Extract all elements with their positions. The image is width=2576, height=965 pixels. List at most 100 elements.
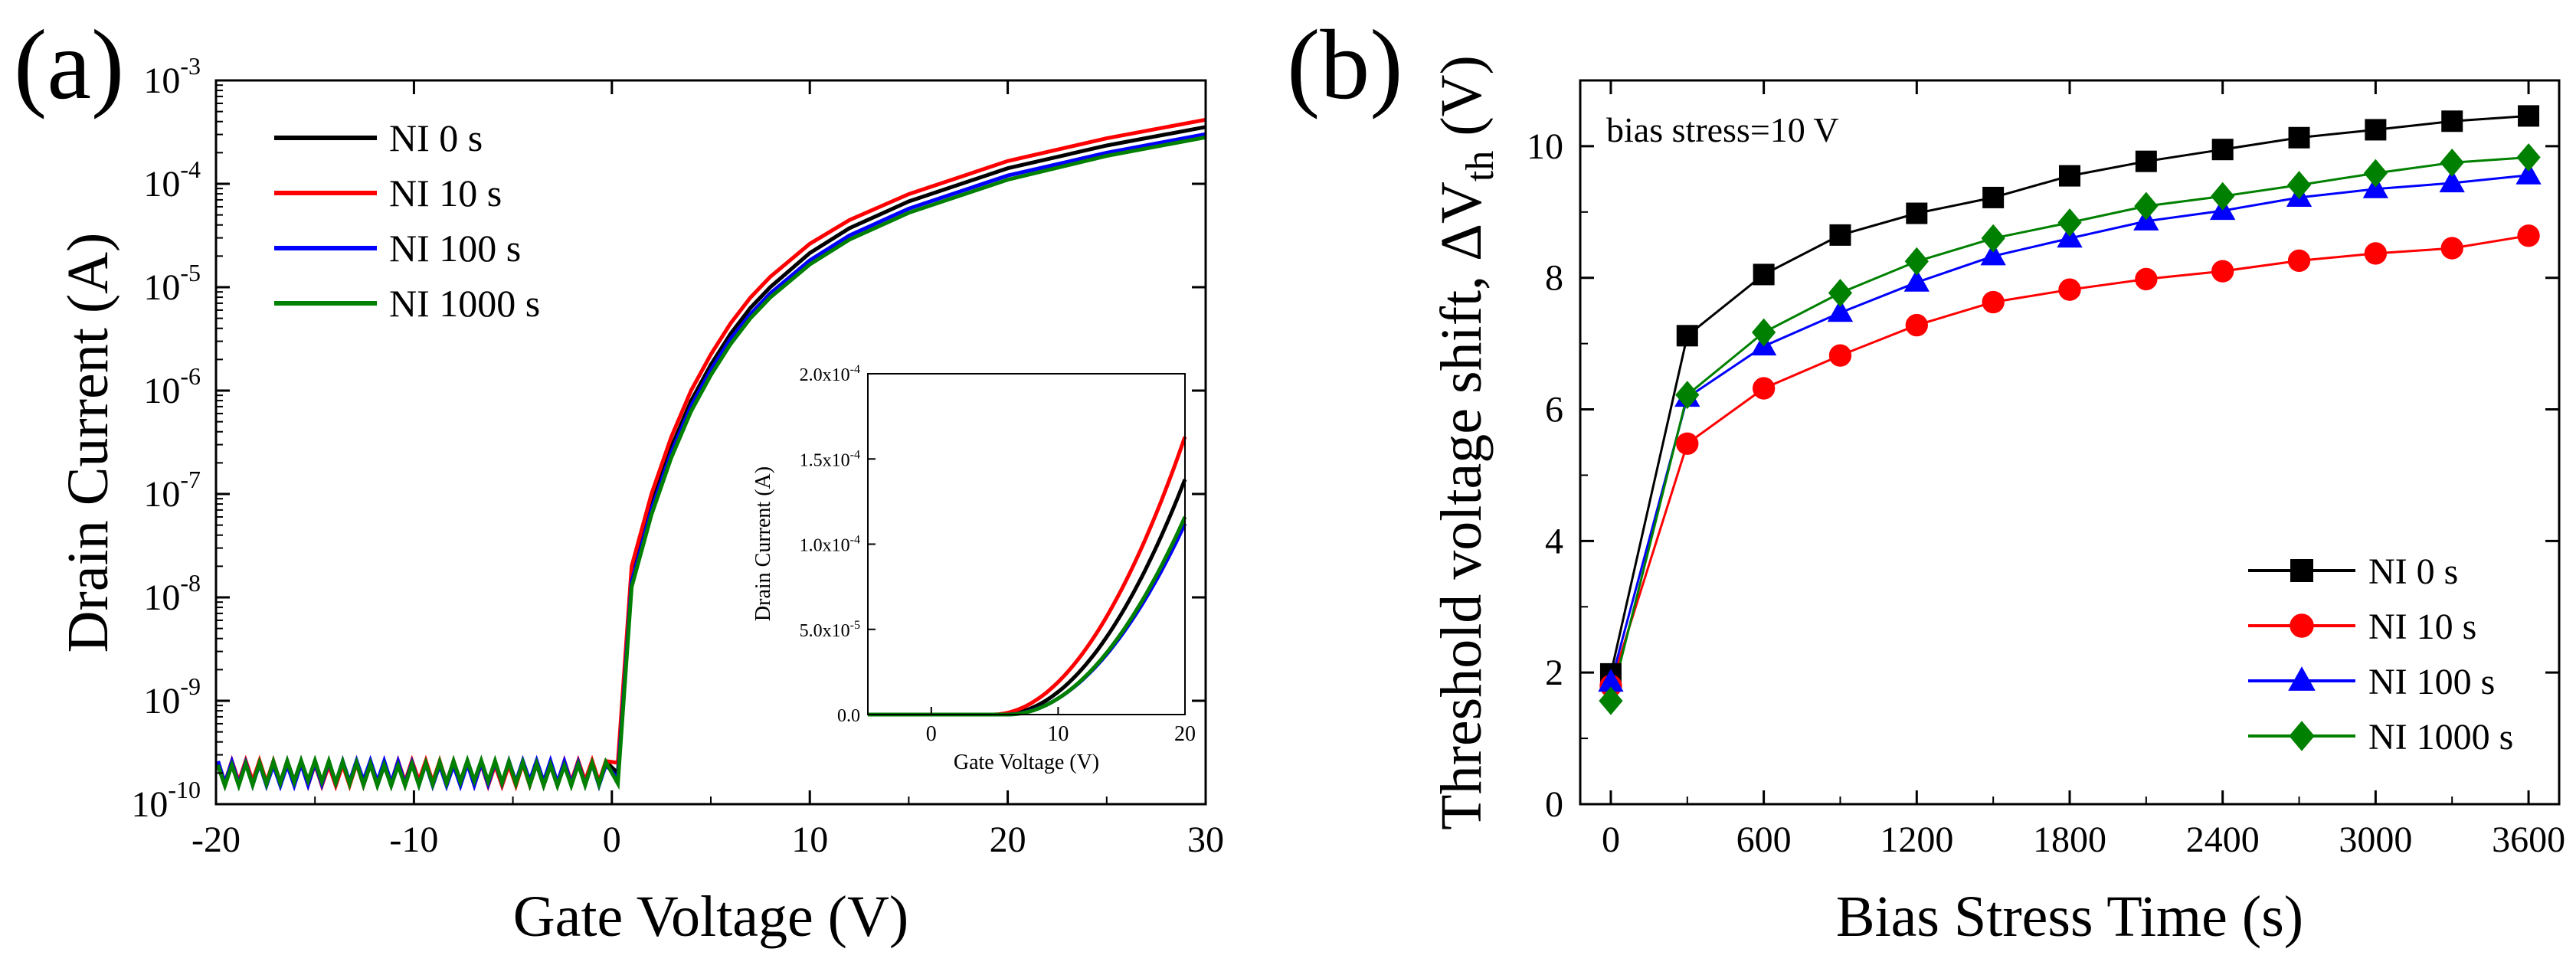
chart-a-ytick-exponent: -4	[180, 155, 201, 183]
chart-b-point	[2211, 260, 2234, 283]
chart-b-point	[2135, 267, 2158, 291]
chart-a-xtick-label: 30	[1187, 819, 1224, 860]
chart-b-ylabel: Threshold voltage shift, ΔVth (V)	[1429, 55, 1502, 830]
chart-a-ytick-exponent: -7	[180, 466, 201, 493]
chart-b-ylabel-main: Threshold voltage shift, ΔV	[1429, 182, 1494, 830]
inset-ytick-label: 0.0	[837, 706, 860, 726]
inset-ytick-label: 5.0x10-5	[800, 619, 860, 641]
chart-b-point	[1904, 247, 1929, 276]
chart-b-point	[2441, 110, 2463, 132]
chart-b-ytick-label: 8	[1545, 258, 1563, 299]
chart-b-point	[2211, 139, 2234, 161]
chart-b-point	[1827, 299, 1854, 322]
chart-a-ytick-base: 10	[143, 681, 180, 721]
panel-a-label: (a)	[14, 10, 124, 120]
chart-a-ylabel: Drain Current (A)	[56, 233, 120, 653]
chart-b-point	[2439, 169, 2465, 193]
chart-b-point	[1675, 381, 1700, 410]
chart-b-xtick-label: 1200	[1880, 819, 1953, 860]
chart-b-point	[2364, 242, 2388, 265]
chart-a-xtick-label: -20	[191, 819, 241, 860]
chart-b-point	[2059, 165, 2080, 187]
chart-b-point	[2286, 171, 2312, 200]
chart-b-xtick-label: 3600	[2492, 819, 2565, 860]
chart-b-legend-marker	[2289, 721, 2315, 751]
chart-b-point	[1829, 224, 1851, 246]
panel-b-label: (b)	[1287, 10, 1403, 120]
chart-a-legend-label: NI 0 s	[389, 116, 483, 159]
chart-b-xtick-label: 0	[1602, 819, 1620, 860]
chart-b-point	[1981, 224, 2005, 253]
inset-xtick-label: 10	[1047, 722, 1069, 746]
chart-b-point	[1752, 377, 1776, 400]
chart-a-ytick-exponent: -9	[180, 672, 201, 700]
chart-a-legend-label: NI 10 s	[389, 172, 502, 214]
chart-b-xtick-label: 600	[1736, 819, 1792, 860]
chart-b-legend-marker	[2290, 559, 2313, 582]
chart-b-legend-marker	[2288, 666, 2316, 691]
chart-b-ytick-label: 10	[1527, 126, 1563, 167]
chart-b-point	[1980, 242, 2006, 266]
chart-b-ytick-label: 2	[1545, 653, 1563, 693]
chart-b-point	[2135, 150, 2157, 172]
chart-a-ytick-base: 10	[143, 474, 180, 515]
chart-a-ytick-base: 10	[143, 164, 180, 204]
chart-a-ytick-base: 10	[131, 784, 168, 825]
chart-a-legend-label: NI 1000 s	[389, 282, 540, 325]
inset-plot-frame	[867, 373, 1186, 715]
chart-b-point	[1676, 325, 1698, 347]
chart-a-ytick-label: 10-7	[143, 466, 201, 515]
chart-a: -20 -10 0 10 20 3010-1010-910-810-710-610-510…	[56, 52, 1224, 949]
chart-b-point	[1982, 186, 2005, 208]
chart-b-xtick-label: 1800	[2033, 819, 2106, 860]
chart-a-ytick-label: 10-9	[143, 672, 201, 721]
chart-b-point	[2288, 126, 2310, 149]
chart-a-ytick-label: 10-5	[143, 259, 201, 308]
chart-b-point	[2058, 278, 2081, 301]
chart-a-series-line	[216, 132, 1206, 792]
chart-a-ytick-base: 10	[143, 371, 180, 411]
chart-b-point	[2134, 191, 2159, 221]
chart-b-point	[1828, 344, 1852, 367]
chart-b-point	[2440, 237, 2463, 260]
inset-ylabel: Drain Current (A)	[751, 466, 775, 621]
chart-b-point	[2515, 162, 2542, 185]
chart-b-point	[1752, 318, 1776, 347]
chart-b-ytick-label: 6	[1545, 390, 1563, 430]
chart-b-legend-label: NI 0 s	[2368, 551, 2458, 592]
chart-a-ytick-exponent: -6	[180, 362, 201, 390]
inset-xtick-label: 20	[1174, 722, 1196, 746]
chart-b-point	[2365, 119, 2387, 141]
inset-ytick-exponent: -4	[850, 448, 860, 461]
chart-a-ytick-base: 10	[143, 61, 180, 101]
chart-a-xtick-label: 0	[603, 819, 621, 860]
chart-b-point	[2211, 182, 2235, 211]
chart-a-legend: NI 0 s NI 10 s NI 100 s NI 1000 s	[274, 116, 540, 325]
chart-a-series-line	[216, 125, 1206, 792]
chart-b-point	[1906, 202, 1928, 224]
chart-b-xtick-label: 2400	[2186, 819, 2260, 860]
inset-ytick-base: 5.0x10	[800, 621, 850, 641]
chart-b-point	[2287, 249, 2311, 273]
chart-b-point	[2363, 159, 2388, 188]
inset-ytick-label: 1.5x10-4	[800, 448, 860, 470]
chart-b-ylabel-unit: (V)	[1429, 55, 1494, 151]
chart-b-point	[1982, 290, 2005, 314]
inset-ytick-base: 0.0	[837, 706, 860, 726]
inset-series-line	[868, 479, 1187, 717]
chart-b-point	[1905, 313, 1928, 337]
chart-a-series-line	[216, 135, 1206, 792]
chart-b-point	[1599, 686, 1623, 715]
chart-b-xlabel: Bias Stress Time (s)	[1836, 885, 2303, 949]
chart-a-ytick-label: 10-3	[143, 52, 201, 101]
chart-a-ytick-base: 10	[143, 267, 180, 308]
chart-b-point	[2516, 143, 2541, 172]
chart-b-legend-label: NI 10 s	[2368, 607, 2476, 647]
chart-b-xtick-label: 3000	[2339, 819, 2412, 860]
chart-b-point	[2440, 148, 2464, 177]
chart-b-point	[1828, 279, 1853, 307]
chart-b-ylabel-sub: th	[1458, 151, 1502, 182]
chart-b-ytick-label: 0	[1545, 784, 1563, 825]
inset-xlabel: Gate Voltage (V)	[954, 751, 1099, 774]
